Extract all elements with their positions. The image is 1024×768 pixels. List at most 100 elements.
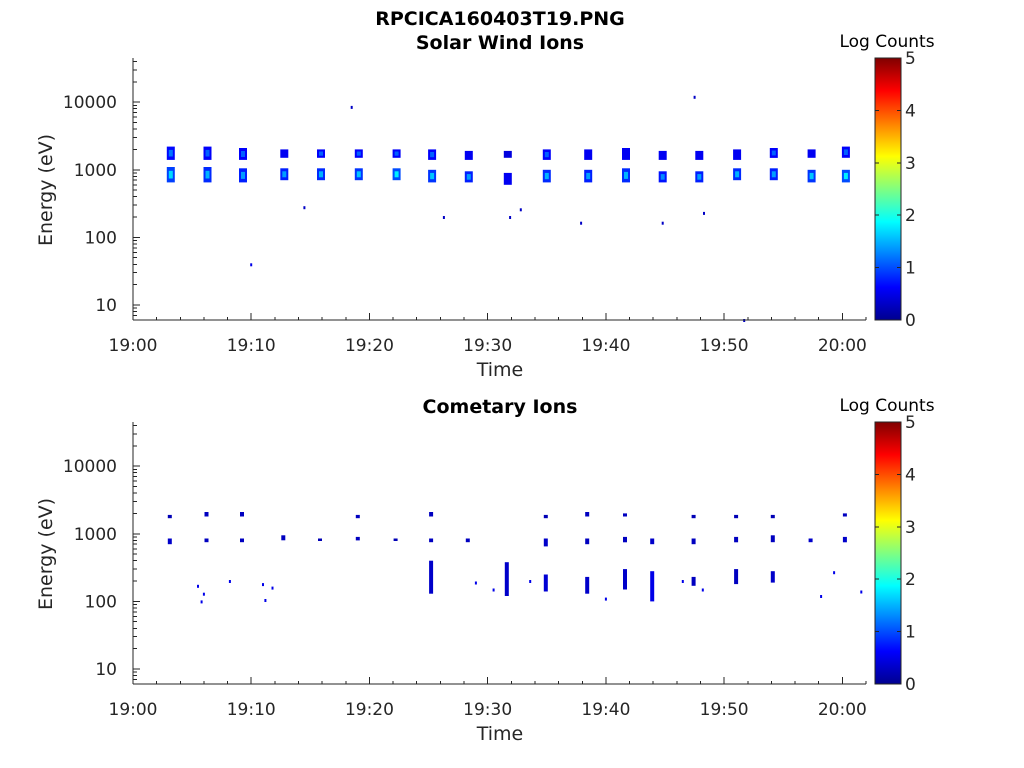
heatmap-cell <box>204 538 209 543</box>
heatmap-cell <box>807 149 816 158</box>
heatmap-cell <box>240 538 244 543</box>
heatmap-cell <box>860 590 863 594</box>
y-tick-label: 1000 <box>74 525 117 545</box>
heatmap-cell <box>503 172 512 185</box>
y-axis-label: Energy (eV) <box>35 134 57 246</box>
heatmap-cell <box>843 149 848 155</box>
heatmap-cell <box>770 535 775 543</box>
heatmap-cell <box>650 538 655 545</box>
heatmap-cell <box>529 580 532 583</box>
heatmap-cell <box>623 513 627 517</box>
heatmap-cell <box>167 538 172 545</box>
heatmap-cell <box>465 538 470 543</box>
heatmap-cell <box>661 221 664 225</box>
heatmap-cell <box>660 174 665 180</box>
y-tick-label: 100 <box>85 592 117 612</box>
heatmap-cell <box>394 151 399 156</box>
colorbar-tick-label: 1 <box>905 259 916 279</box>
colorbar-title: Log Counts <box>839 396 934 416</box>
heatmap-cell <box>503 150 512 158</box>
solar-wind-plot-area: 19:00 19:10 19:20 19:30 19:40 19:50 20:00 10 100… <box>63 58 867 356</box>
heatmap-cell <box>658 150 667 160</box>
x-tick-label: 19:30 <box>463 700 512 720</box>
heatmap-cell <box>264 599 267 602</box>
heatmap-cell <box>701 588 704 592</box>
heatmap-cell <box>585 512 590 517</box>
cometary-panel: Cometary Ions 19:00 19:10 19:20 19:30 19:40 1… <box>35 396 935 745</box>
x-tick-label: 19:00 <box>109 700 158 720</box>
panel-title: Solar Wind Ions <box>416 32 584 54</box>
heatmap-cell <box>303 206 306 210</box>
heatmap-cell <box>240 512 244 517</box>
heatmap-cell <box>604 597 607 601</box>
colorbar-tick-label: 0 <box>905 675 916 695</box>
heatmap-cell <box>695 150 704 160</box>
heatmap-cell <box>842 536 847 543</box>
heatmap-cell <box>808 538 813 543</box>
heatmap-cell <box>842 513 847 517</box>
heatmap-cell <box>733 149 742 160</box>
heatmap-cell <box>197 584 199 588</box>
colorbar-tick-label: 4 <box>905 465 916 485</box>
x-tick-label: 19:00 <box>109 336 158 356</box>
heatmap-cell <box>319 151 323 156</box>
heatmap-cell <box>202 592 205 596</box>
heatmap-cell <box>697 174 702 180</box>
heatmap-cell <box>623 536 627 543</box>
colorbar-tick-label: 3 <box>905 154 916 174</box>
heatmap-cell <box>492 588 495 592</box>
x-tick-label: 19:20 <box>345 700 394 720</box>
heatmap-cell <box>430 172 435 180</box>
x-axis-label: Time <box>476 359 524 381</box>
heatmap-cells <box>166 95 850 322</box>
heatmap-cell <box>735 171 740 178</box>
heatmap-cell <box>168 149 173 157</box>
heatmap-cell <box>693 95 696 99</box>
colorbar-tick-label: 5 <box>905 413 916 433</box>
solar-wind-panel: Solar Wind Ions 19:00 19:10 19:20 19:30 19:4… <box>35 32 935 381</box>
heatmap-cell <box>820 595 823 598</box>
heatmap-cell <box>429 512 434 517</box>
heatmap-cell <box>356 171 361 178</box>
heatmap-cell <box>544 152 549 158</box>
heatmap-cell <box>168 170 173 179</box>
heatmap-cell <box>504 562 509 596</box>
heatmap-cell <box>318 538 322 541</box>
panel-title: Cometary Ions <box>423 396 578 418</box>
heatmap-cell <box>584 149 593 160</box>
heatmap-cell <box>734 514 739 519</box>
heatmap-cell <box>580 221 583 225</box>
heatmap-cell <box>204 512 209 517</box>
y-tick-label: 10 <box>95 660 117 680</box>
heatmap-cell <box>833 571 836 575</box>
heatmap-cell <box>250 263 253 267</box>
heatmap-cell <box>282 171 287 178</box>
y-tick-label: 10000 <box>63 93 117 113</box>
heatmap-cell <box>271 586 274 590</box>
x-tick-label: 20:00 <box>818 336 867 356</box>
heatmap-cell <box>691 538 696 545</box>
heatmap-cell <box>205 149 210 157</box>
heatmap-cell <box>543 514 548 519</box>
cometary-colorbar: 0 1 2 3 4 5 <box>874 413 916 695</box>
heatmap-cell <box>843 172 848 180</box>
heatmap-cell <box>519 208 522 212</box>
heatmap-cell <box>734 569 739 585</box>
heatmap-cell <box>691 514 696 519</box>
heatmap-cell <box>393 538 398 541</box>
heatmap-cell <box>622 148 630 160</box>
colorbar-tick-label: 1 <box>905 623 916 643</box>
x-tick-label: 19:50 <box>700 700 749 720</box>
heatmap-cell <box>734 536 739 543</box>
x-tick-label: 19:30 <box>463 336 512 356</box>
y-tick-label: 1000 <box>74 161 117 181</box>
x-tick-label: 19:10 <box>227 336 276 356</box>
y-tick-label: 10 <box>95 296 117 316</box>
heatmap-cell <box>394 171 399 178</box>
heatmap-cell <box>771 150 776 156</box>
colorbar-gradient <box>874 57 902 321</box>
heatmap-cell <box>586 172 591 180</box>
heatmap-cell <box>650 571 655 602</box>
heatmap-cell <box>770 514 775 519</box>
